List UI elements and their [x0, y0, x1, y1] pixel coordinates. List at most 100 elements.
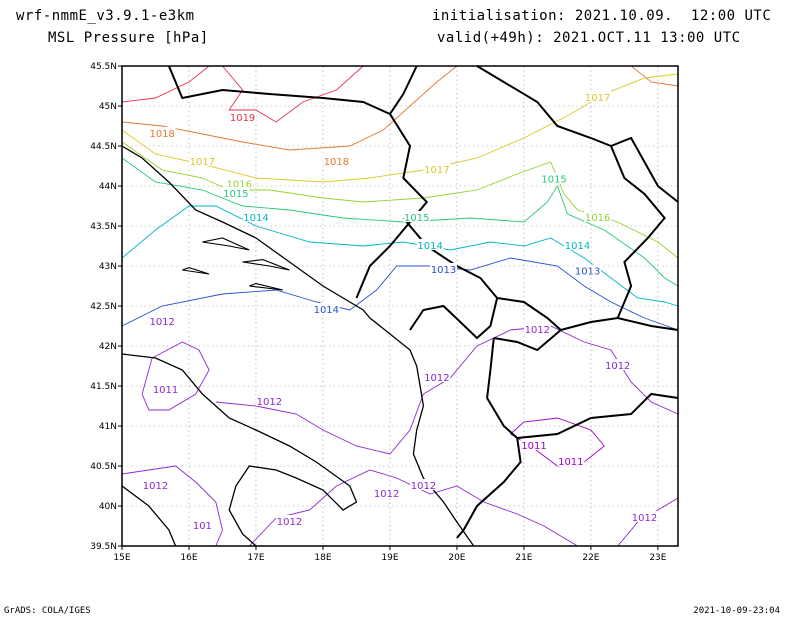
- country-border: [456, 337, 522, 539]
- lon-tick-label: 17E: [247, 553, 264, 563]
- lon-tick-label: 15E: [113, 553, 130, 563]
- lon-tick-label: 20E: [448, 553, 465, 563]
- isobar-label-bg: [523, 323, 551, 334]
- country-border: [167, 65, 429, 299]
- isobar-label: 1012: [143, 481, 168, 492]
- isobar-label-bg: [148, 127, 176, 138]
- grads-credit: GrADS: COLA/IGES: [4, 606, 91, 616]
- isobar-label-bg: [410, 479, 437, 490]
- isobar-label: 1012: [424, 373, 449, 384]
- isobar-label-bg: [242, 211, 270, 222]
- island-outline: [249, 283, 283, 291]
- lon-tick-label: 18E: [314, 553, 331, 563]
- lon-tick-label: 22E: [582, 553, 599, 563]
- isobar-label: 1017: [585, 93, 610, 104]
- valid-time: valid(+49h): 2021.OCT.11 13:00 UTC: [437, 30, 741, 46]
- isobar-1011: [510, 417, 605, 467]
- lat-tick-label: 41N: [99, 422, 117, 432]
- isobar-label: 1011: [558, 457, 583, 468]
- isobar-1012: [141, 341, 210, 411]
- map-grid: [121, 65, 678, 547]
- lat-tick-label: 42.5N: [90, 302, 117, 312]
- isobar-label-bg: [276, 515, 303, 526]
- isobar-1018: [630, 65, 679, 87]
- isobar-label: 1019: [230, 113, 255, 124]
- isobar-label: 1016: [227, 179, 252, 190]
- isobar-1019: [222, 65, 364, 123]
- isobar-label: 1012: [257, 397, 282, 408]
- isobar-label-bg: [403, 211, 431, 222]
- isobar-label-bg: [564, 239, 591, 250]
- isobar-label-bg: [148, 315, 176, 326]
- axis-tick-layer: 15E 16E 17E 18E 19E 20E 21E 22E 23E 45.5N 45N 44.5N…: [90, 62, 667, 563]
- country-border: [609, 136, 679, 319]
- isobar-label: 1013: [575, 267, 600, 278]
- isobar-label-bg: [584, 91, 612, 102]
- isobar-label: 1012: [525, 325, 550, 336]
- isobar-label-bg: [604, 359, 632, 370]
- isobar-label-bg: [557, 455, 585, 466]
- isobar-label: 1012: [374, 489, 399, 500]
- isobar-label: 1017: [424, 165, 449, 176]
- lon-tick-label: 23E: [649, 553, 666, 563]
- island-outline: [202, 237, 250, 251]
- isobar-label-bg: [152, 383, 179, 394]
- isobar-label: 1014: [565, 241, 590, 252]
- isobar-label-bg: [540, 172, 568, 184]
- isobar-label: 1015: [223, 189, 248, 200]
- isobar-1018: [121, 65, 458, 151]
- isobar-label: 1018: [149, 129, 174, 140]
- isobar-label-bg: [225, 177, 253, 189]
- isobar-label-bg: [373, 487, 401, 498]
- lat-tick-label: 40N: [99, 502, 117, 512]
- isobar-label-bg: [584, 211, 612, 222]
- lat-tick-label: 44N: [99, 182, 117, 192]
- model-title: wrf-nmmE_v3.9.1-e3km: [16, 8, 195, 24]
- isobar-label-bg: [416, 239, 444, 250]
- isobar-label: 1011: [153, 385, 178, 396]
- isobar-label: 1018: [324, 157, 349, 168]
- isobar-label-bg: [192, 519, 213, 530]
- country-border: [389, 65, 418, 115]
- isobar-label-bg: [423, 163, 451, 174]
- island-outline: [242, 259, 290, 271]
- isobar-label: 1012: [411, 481, 436, 492]
- country-border: [517, 392, 679, 439]
- lat-tick-label: 43N: [99, 262, 117, 272]
- isobar-label: 1012: [605, 361, 630, 372]
- isobar-1012: [121, 465, 223, 547]
- lon-tick-label: 21E: [515, 553, 532, 563]
- isobar-label: 1013: [431, 265, 456, 276]
- isobar-1012: [215, 325, 679, 455]
- isobar-label-bg: [430, 263, 457, 274]
- field-title: MSL Pressure [hPa]: [48, 30, 209, 46]
- isobar-label: 1016: [585, 213, 610, 224]
- isobar-label-bg: [631, 511, 658, 522]
- isobar-label: 1014: [314, 305, 339, 316]
- isobar-label: 1011: [521, 441, 546, 452]
- isobar-label: 1014: [243, 213, 268, 224]
- isobar-label-layer: 1019101810181017101710171016101610151015…: [142, 91, 658, 532]
- isobar-label-bg: [188, 155, 216, 166]
- isobar-label: 1017: [190, 157, 215, 168]
- isobar-label-bg: [229, 111, 256, 122]
- coastline: [121, 485, 177, 547]
- lon-tick-label: 19E: [381, 553, 398, 563]
- country-border: [476, 65, 612, 147]
- isobar-label-bg: [574, 264, 601, 276]
- coastline: [121, 353, 358, 547]
- isobar-label-bg: [520, 439, 548, 450]
- isobar-label: 101: [193, 521, 212, 532]
- isobar-label: 1014: [417, 241, 442, 252]
- lat-tick-label: 41.5N: [90, 382, 117, 392]
- isobar-label-bg: [423, 371, 451, 382]
- lat-tick-label: 45.5N: [90, 62, 117, 72]
- isobar-1019: [121, 65, 210, 103]
- isobar-label-bg: [255, 395, 283, 406]
- isobar-label: 1015: [541, 175, 566, 186]
- plot-timestamp: 2021-10-09-23:04: [693, 606, 780, 616]
- lat-tick-label: 45N: [99, 102, 117, 112]
- country-border: [402, 217, 499, 340]
- init-time: initialisation: 2021.10.09. 12:00 UTC: [432, 8, 772, 24]
